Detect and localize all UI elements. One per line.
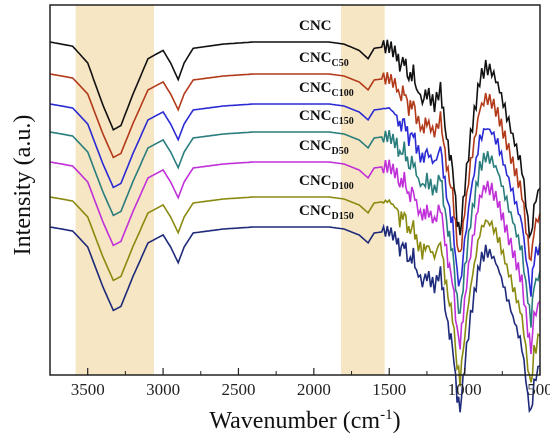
x-tick-label-2500: 2500: [221, 380, 255, 399]
series-label-4: CNCC150: [299, 108, 354, 127]
series-labels: CNC CNCC50 CNCC100 CNCC150 CNCD50 CNCD100 CNCD…: [299, 18, 354, 222]
series-label-7: CNCD150: [299, 203, 354, 222]
x-tick-label-2000: 2000: [297, 380, 331, 399]
x-tick-label-1000: 1000: [448, 380, 482, 399]
series-label-6: CNCD100: [299, 173, 354, 192]
series-label-2: CNCC50: [299, 50, 349, 69]
series-label-5: CNCD50: [299, 138, 349, 157]
x-axis-label: Wavenumber (cm-1): [209, 407, 400, 434]
series-line-6: [49, 196, 541, 387]
series-lines: [49, 39, 541, 414]
series-line-5: [49, 159, 541, 355]
series-line-7: [49, 223, 541, 414]
x-tick-label-1500: 1500: [372, 380, 406, 399]
x-tick-label-500: 500: [527, 380, 550, 399]
highlight-bands: [75, 5, 385, 375]
series-line-2: [49, 72, 541, 262]
axes: 3500 3000 2500 2000 1500 1000 500: [49, 4, 550, 399]
x-tick-label-3000: 3000: [146, 380, 180, 399]
series-line-4: [49, 129, 541, 328]
series-line-1: [49, 39, 541, 240]
x-tick-label-3500: 3500: [71, 380, 105, 399]
highlight-band-2: [340, 5, 385, 375]
series-line-3: [49, 103, 541, 297]
y-axis-label: Intensity (a.u.): [10, 115, 36, 256]
plot-frame: [49, 4, 541, 376]
series-label-1: CNC: [299, 18, 332, 34]
series-label-3: CNCC100: [299, 80, 354, 99]
